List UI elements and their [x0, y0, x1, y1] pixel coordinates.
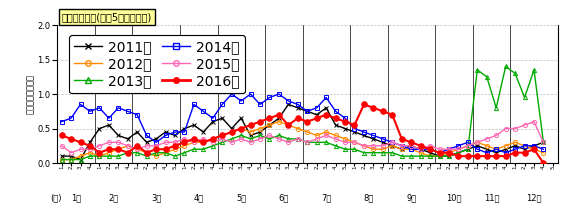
- Text: 3月: 3月: [151, 193, 161, 202]
- Text: (週): (週): [50, 193, 61, 202]
- Y-axis label: 定点当たり報告数: 定点当たり報告数: [26, 74, 35, 114]
- Text: 6月: 6月: [278, 193, 289, 202]
- Text: 12月: 12月: [526, 193, 542, 202]
- Text: 5月: 5月: [236, 193, 246, 202]
- Text: 2月: 2月: [109, 193, 119, 202]
- Text: 4月: 4月: [193, 193, 204, 202]
- Text: 1月: 1月: [71, 193, 81, 202]
- Text: 10月: 10月: [446, 193, 461, 202]
- Text: 11月: 11月: [484, 193, 499, 202]
- Text: 9月: 9月: [406, 193, 417, 202]
- Text: 7月: 7月: [321, 193, 331, 202]
- Text: 8月: 8月: [364, 193, 374, 202]
- Text: 週別発生動向(過去5年との比較): 週別発生動向(過去5年との比較): [62, 12, 152, 22]
- Legend: 2011年, 2012年, 2013年, 2014年, 2015年, 2016年: 2011年, 2012年, 2013年, 2014年, 2015年, 2016年: [69, 35, 245, 93]
